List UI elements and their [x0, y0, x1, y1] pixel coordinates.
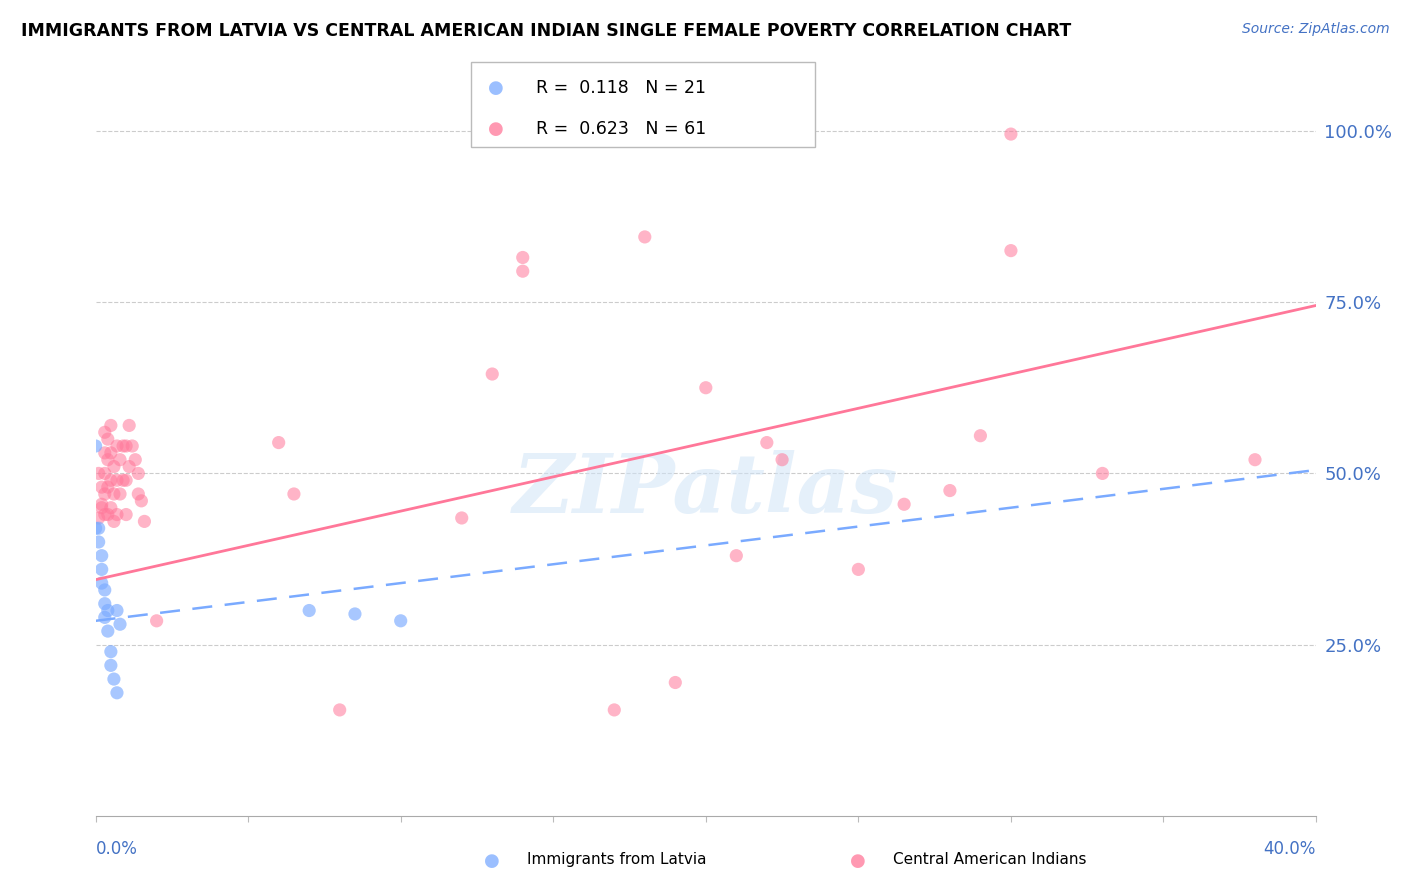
- Point: [450, 511, 472, 525]
- Point: [512, 264, 534, 278]
- Point: [103, 487, 125, 501]
- Point: [100, 473, 122, 487]
- Point: [108, 487, 131, 501]
- Point: [100, 658, 122, 673]
- Point: [145, 614, 167, 628]
- Point: [94, 597, 117, 611]
- Point: [1000, 244, 1022, 258]
- Point: [108, 452, 131, 467]
- Point: [105, 603, 128, 617]
- Text: ●: ●: [488, 78, 505, 97]
- Point: [103, 459, 125, 474]
- Point: [121, 439, 143, 453]
- Text: Immigrants from Latvia: Immigrants from Latvia: [527, 852, 707, 867]
- Point: [87, 467, 110, 481]
- Point: [94, 467, 117, 481]
- Point: [94, 425, 117, 440]
- Point: [97, 624, 120, 639]
- Point: [115, 473, 138, 487]
- Point: [94, 446, 117, 460]
- Point: [298, 603, 321, 617]
- Text: IMMIGRANTS FROM LATVIA VS CENTRAL AMERICAN INDIAN SINGLE FEMALE POVERTY CORRELAT: IMMIGRANTS FROM LATVIA VS CENTRAL AMERIC…: [21, 22, 1071, 40]
- Point: [100, 446, 122, 460]
- Point: [267, 435, 290, 450]
- Point: [103, 515, 125, 529]
- Point: [105, 473, 128, 487]
- Point: [100, 418, 122, 433]
- Point: [124, 452, 146, 467]
- Text: Central American Indians: Central American Indians: [893, 852, 1087, 867]
- Point: [1244, 452, 1267, 467]
- Point: [848, 562, 870, 576]
- Point: [100, 500, 122, 515]
- Point: [725, 549, 748, 563]
- Point: [94, 487, 117, 501]
- Point: [343, 607, 366, 621]
- Point: [481, 367, 503, 381]
- Text: 0.0%: 0.0%: [96, 840, 138, 858]
- Point: [939, 483, 962, 498]
- Point: [389, 614, 412, 628]
- Point: [87, 511, 110, 525]
- Point: [112, 473, 135, 487]
- Text: ●: ●: [849, 852, 866, 870]
- Point: [127, 467, 149, 481]
- Point: [105, 439, 128, 453]
- Text: R =  0.118   N = 21: R = 0.118 N = 21: [536, 78, 706, 97]
- Point: [97, 432, 120, 446]
- Point: [103, 672, 125, 686]
- Point: [115, 439, 138, 453]
- Point: [634, 230, 657, 244]
- Point: [90, 500, 112, 515]
- Point: [94, 582, 117, 597]
- Point: [131, 493, 153, 508]
- Point: [97, 452, 120, 467]
- Point: [90, 497, 112, 511]
- Point: [87, 521, 110, 535]
- Point: [512, 251, 534, 265]
- Point: [90, 562, 112, 576]
- Point: [84, 439, 107, 453]
- Point: [97, 603, 120, 617]
- Point: [100, 645, 122, 659]
- Text: 40.0%: 40.0%: [1264, 840, 1316, 858]
- Text: Source: ZipAtlas.com: Source: ZipAtlas.com: [1241, 22, 1389, 37]
- Point: [90, 576, 112, 591]
- Text: R =  0.623   N = 61: R = 0.623 N = 61: [536, 120, 706, 137]
- Point: [755, 435, 778, 450]
- Point: [603, 703, 626, 717]
- Point: [84, 521, 107, 535]
- Point: [1091, 467, 1114, 481]
- Point: [283, 487, 305, 501]
- Point: [115, 508, 138, 522]
- Point: [97, 480, 120, 494]
- Point: [108, 617, 131, 632]
- Point: [134, 515, 156, 529]
- Point: [969, 428, 991, 442]
- Text: ●: ●: [484, 852, 501, 870]
- Point: [105, 508, 128, 522]
- Point: [118, 459, 141, 474]
- Point: [87, 535, 110, 549]
- Point: [90, 549, 112, 563]
- Point: [695, 381, 717, 395]
- Point: [118, 418, 141, 433]
- Point: [105, 686, 128, 700]
- Text: ZIPatlas: ZIPatlas: [513, 450, 898, 531]
- Point: [97, 508, 120, 522]
- Point: [94, 508, 117, 522]
- Point: [1000, 127, 1022, 141]
- Text: ●: ●: [488, 120, 505, 137]
- Point: [94, 610, 117, 624]
- Point: [664, 675, 686, 690]
- Point: [127, 487, 149, 501]
- Point: [770, 452, 793, 467]
- Point: [893, 497, 915, 511]
- Point: [329, 703, 352, 717]
- Point: [112, 439, 135, 453]
- Point: [90, 480, 112, 494]
